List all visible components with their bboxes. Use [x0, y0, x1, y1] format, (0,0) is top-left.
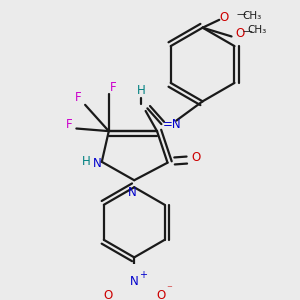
Text: —: — [236, 9, 246, 19]
Text: O: O [235, 27, 244, 40]
Text: O: O [192, 151, 201, 164]
Text: N: N [130, 275, 139, 288]
Text: O: O [103, 290, 112, 300]
Text: CH₃: CH₃ [242, 11, 261, 21]
Text: N: N [128, 186, 137, 199]
Text: O: O [219, 11, 228, 24]
Text: F: F [75, 91, 81, 104]
Text: —: — [242, 26, 252, 36]
Text: F: F [110, 81, 116, 94]
Text: N: N [93, 157, 102, 170]
Text: ⁻: ⁻ [166, 284, 172, 294]
Text: H: H [137, 84, 146, 97]
Text: CH₃: CH₃ [247, 25, 267, 35]
Text: F: F [66, 118, 73, 130]
Text: +: + [139, 270, 147, 280]
Text: =N: =N [163, 118, 181, 130]
Text: O: O [156, 290, 165, 300]
Text: H: H [82, 155, 90, 168]
